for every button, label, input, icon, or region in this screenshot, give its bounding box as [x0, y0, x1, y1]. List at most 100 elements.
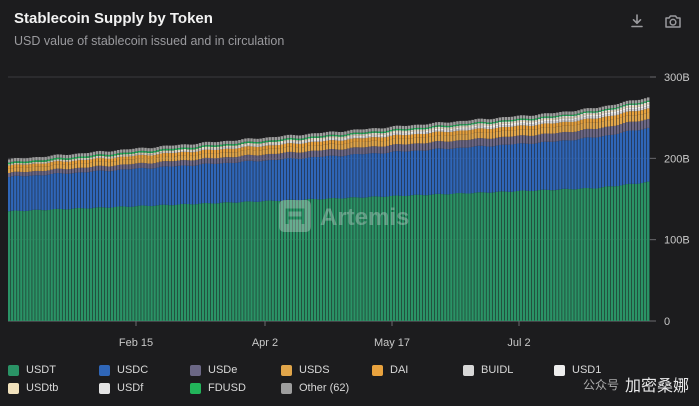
bar-segment-usds	[616, 118, 620, 126]
bar-segment-usdt	[32, 209, 35, 321]
bar-segment-usdt	[8, 211, 11, 321]
bar-segment-usdt	[547, 189, 550, 321]
bar-segment-fdusd	[98, 154, 102, 156]
bar-segment-fdusd	[207, 145, 211, 147]
bar-segment-other-62-	[510, 116, 514, 120]
bar-segment-usds	[637, 114, 641, 122]
x-tick-label: Jul 2	[507, 337, 530, 349]
bar-segment-fdusd	[11, 161, 14, 164]
bar-segment-dai	[186, 152, 190, 156]
legend-item-usde[interactable]: USDe	[190, 363, 237, 377]
bar-segment-fdusd	[459, 124, 462, 126]
bar-segment-usdc	[77, 172, 81, 208]
bar-segment-usd1	[383, 134, 386, 136]
bar-segment-other-62-	[274, 137, 277, 141]
bar-segment-dai	[501, 127, 505, 131]
bar-segment-buidl	[338, 139, 341, 141]
bar-segment-usdf	[522, 119, 526, 121]
bar-segment-usde	[298, 152, 302, 159]
bar-segment-usd1	[398, 132, 402, 134]
bar-segment-buidl	[98, 157, 102, 158]
legend-item-usdf[interactable]: USDf	[99, 381, 143, 395]
bar-segment-other-62-	[447, 122, 450, 126]
bar-segment-fdusd	[540, 116, 544, 119]
bar-segment-usdtb	[534, 120, 538, 122]
bar-segment-other-62-	[304, 134, 308, 138]
bar-segment-usdtb	[95, 156, 99, 158]
bar-segment-usd1	[201, 148, 205, 150]
bar-segment-dai	[38, 163, 41, 167]
bar-segment-other-62-	[292, 135, 296, 139]
bar-segment-usdc	[162, 166, 165, 205]
bar-segment-usd1	[168, 151, 171, 153]
bar-segment-buidl	[183, 150, 187, 152]
bar-segment-usds	[210, 153, 214, 159]
bar-segment-usdc	[274, 160, 277, 201]
bar-segment-other-62-	[634, 100, 638, 104]
bar-segment-usdtb	[150, 153, 153, 155]
camera-icon[interactable]	[662, 10, 684, 32]
bar-segment-other-62-	[422, 124, 426, 128]
bar-segment-usdt	[41, 210, 44, 321]
bar-segment-buidl	[129, 155, 132, 157]
bar-segment-dai	[431, 132, 435, 137]
bar-segment-usde	[286, 151, 290, 159]
bar-segment-other-62-	[550, 113, 553, 117]
bar-segment-dai	[622, 112, 626, 117]
bar-segment-usde	[120, 164, 123, 170]
bar-segment-usdtb	[244, 143, 247, 145]
bar-segment-usdtb	[610, 110, 614, 112]
bar-segment-usds	[631, 115, 635, 122]
bar-segment-usde	[540, 133, 544, 142]
bar-segment-usdt	[356, 197, 359, 321]
bar-segment-usd1	[586, 114, 589, 117]
bar-segment-usdf	[580, 113, 583, 115]
bar-segment-usd1	[274, 143, 277, 145]
bar-segment-fdusd	[110, 154, 114, 157]
download-icon[interactable]	[626, 10, 648, 32]
bar-segment-fdusd	[631, 103, 635, 105]
legend-item-usds[interactable]: USDS	[281, 363, 330, 377]
bar-segment-usd1	[504, 123, 508, 126]
bar-segment-usdf	[395, 130, 399, 132]
bar-segment-usde	[80, 167, 84, 173]
bar-segment-usds	[241, 150, 244, 156]
legend-item-usdc[interactable]: USDC	[99, 363, 148, 377]
bar-segment-usde	[504, 136, 508, 145]
legend-item-usd1[interactable]: USD1	[554, 363, 601, 377]
bar-segment-usd1	[232, 147, 235, 148]
legend-item-fdusd[interactable]: FDUSD	[190, 381, 246, 395]
bar-segment-usdf	[247, 142, 250, 144]
bar-segment-usde	[71, 168, 75, 174]
legend-item-usdt[interactable]: USDT	[8, 363, 56, 377]
bar-segment-usde	[41, 171, 44, 176]
bar-segment-usdtb	[165, 150, 168, 152]
bar-segment-buidl	[219, 148, 223, 150]
bar-segment-usd1	[226, 147, 229, 148]
bar-segment-fdusd	[262, 141, 265, 143]
bar-segment-buidl	[622, 110, 626, 113]
bar-segment-other-62-	[643, 98, 647, 102]
bar-segment-fdusd	[65, 158, 69, 160]
bars	[8, 97, 650, 321]
legend-item-dai[interactable]: DAI	[372, 363, 408, 377]
bar-segment-fdusd	[138, 150, 141, 153]
legend-item-usdtb[interactable]: USDtb	[8, 381, 58, 395]
legend-item-other-62[interactable]: Other (62)	[281, 381, 349, 395]
bar-segment-usde	[126, 164, 129, 170]
bar-segment-usdc	[601, 136, 605, 188]
bar-segment-usd1	[192, 150, 196, 152]
bar-segment-usd1	[571, 118, 574, 121]
bar-segment-fdusd	[601, 109, 605, 112]
bar-segment-usds	[32, 166, 35, 172]
bar-segment-dai	[571, 121, 574, 126]
bar-segment-other-62-	[29, 157, 32, 161]
legend-item-buidl[interactable]: BUIDL	[463, 363, 513, 377]
bar-segment-usdc	[89, 171, 93, 209]
bar-segment-fdusd	[280, 139, 284, 141]
bar-segment-usds	[359, 142, 362, 148]
bar-segment-usdc	[219, 163, 223, 203]
bar-segment-usds	[256, 150, 259, 156]
legend-label: FDUSD	[208, 382, 246, 394]
bar-segment-dai	[113, 157, 117, 162]
